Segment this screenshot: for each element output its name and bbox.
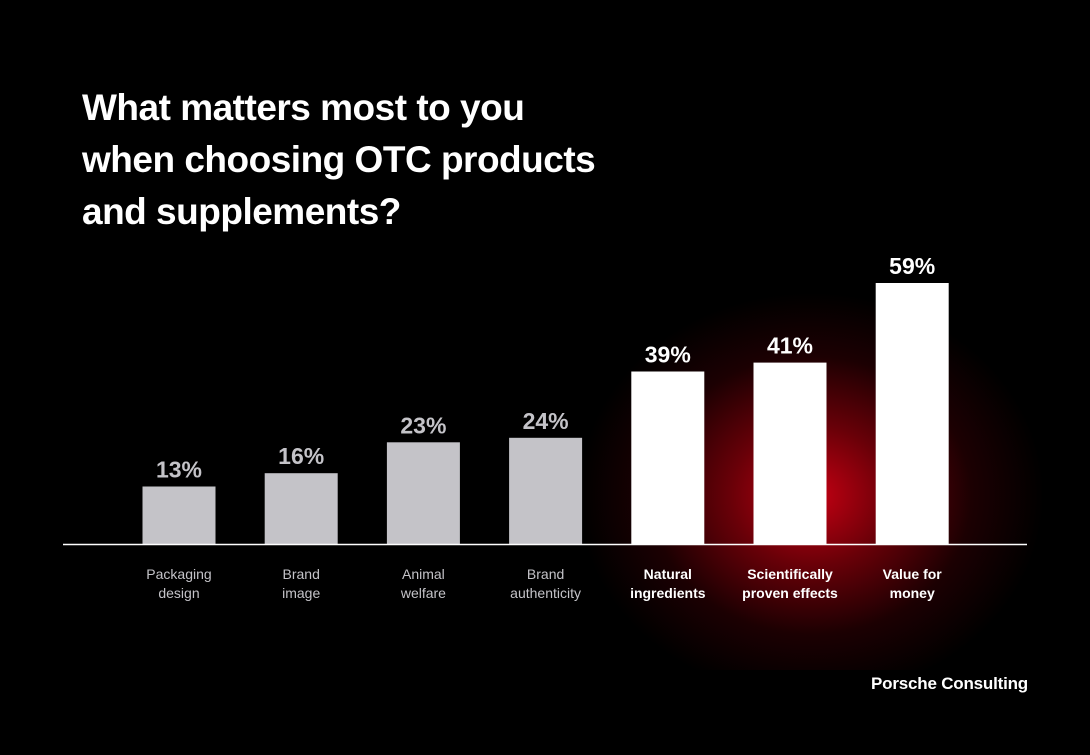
bar — [264, 473, 338, 544]
bar-value-label: 13% — [156, 457, 202, 483]
category-label: Packaging — [146, 566, 211, 582]
brand-logo-text: Porsche Consulting — [871, 674, 1028, 693]
bar-value-label: 39% — [645, 342, 691, 368]
bar-value-label: 59% — [889, 253, 935, 279]
bar-value-label: 16% — [278, 443, 324, 469]
bar — [509, 437, 583, 544]
chart-title-line-2: when choosing OTC products — [82, 139, 596, 180]
chart-title-line-1: What matters most to you — [82, 87, 525, 128]
bar — [753, 362, 827, 544]
category-label: ingredients — [630, 585, 706, 601]
category-label: Brand — [283, 566, 320, 582]
bar — [631, 371, 705, 544]
bar-value-label: 23% — [400, 412, 446, 438]
bar-value-label: 24% — [523, 408, 569, 434]
chart-title: What matters most to you when choosing O… — [82, 82, 642, 238]
bar-value-label: 41% — [767, 333, 813, 359]
category-label: Natural — [644, 566, 692, 582]
category-label: money — [890, 585, 935, 601]
category-label: welfare — [400, 585, 446, 601]
bar — [386, 442, 460, 544]
category-label: image — [282, 585, 320, 601]
bar — [142, 486, 216, 544]
category-label: Brand — [527, 566, 564, 582]
category-label: Value for — [883, 566, 943, 582]
category-label: Scientifically — [747, 566, 833, 582]
category-label: design — [158, 585, 199, 601]
category-label: authenticity — [510, 585, 581, 601]
category-label: Animal — [402, 566, 445, 582]
category-label: proven effects — [742, 585, 838, 601]
chart-title-line-3: and supplements? — [82, 191, 401, 232]
bar — [875, 283, 949, 544]
